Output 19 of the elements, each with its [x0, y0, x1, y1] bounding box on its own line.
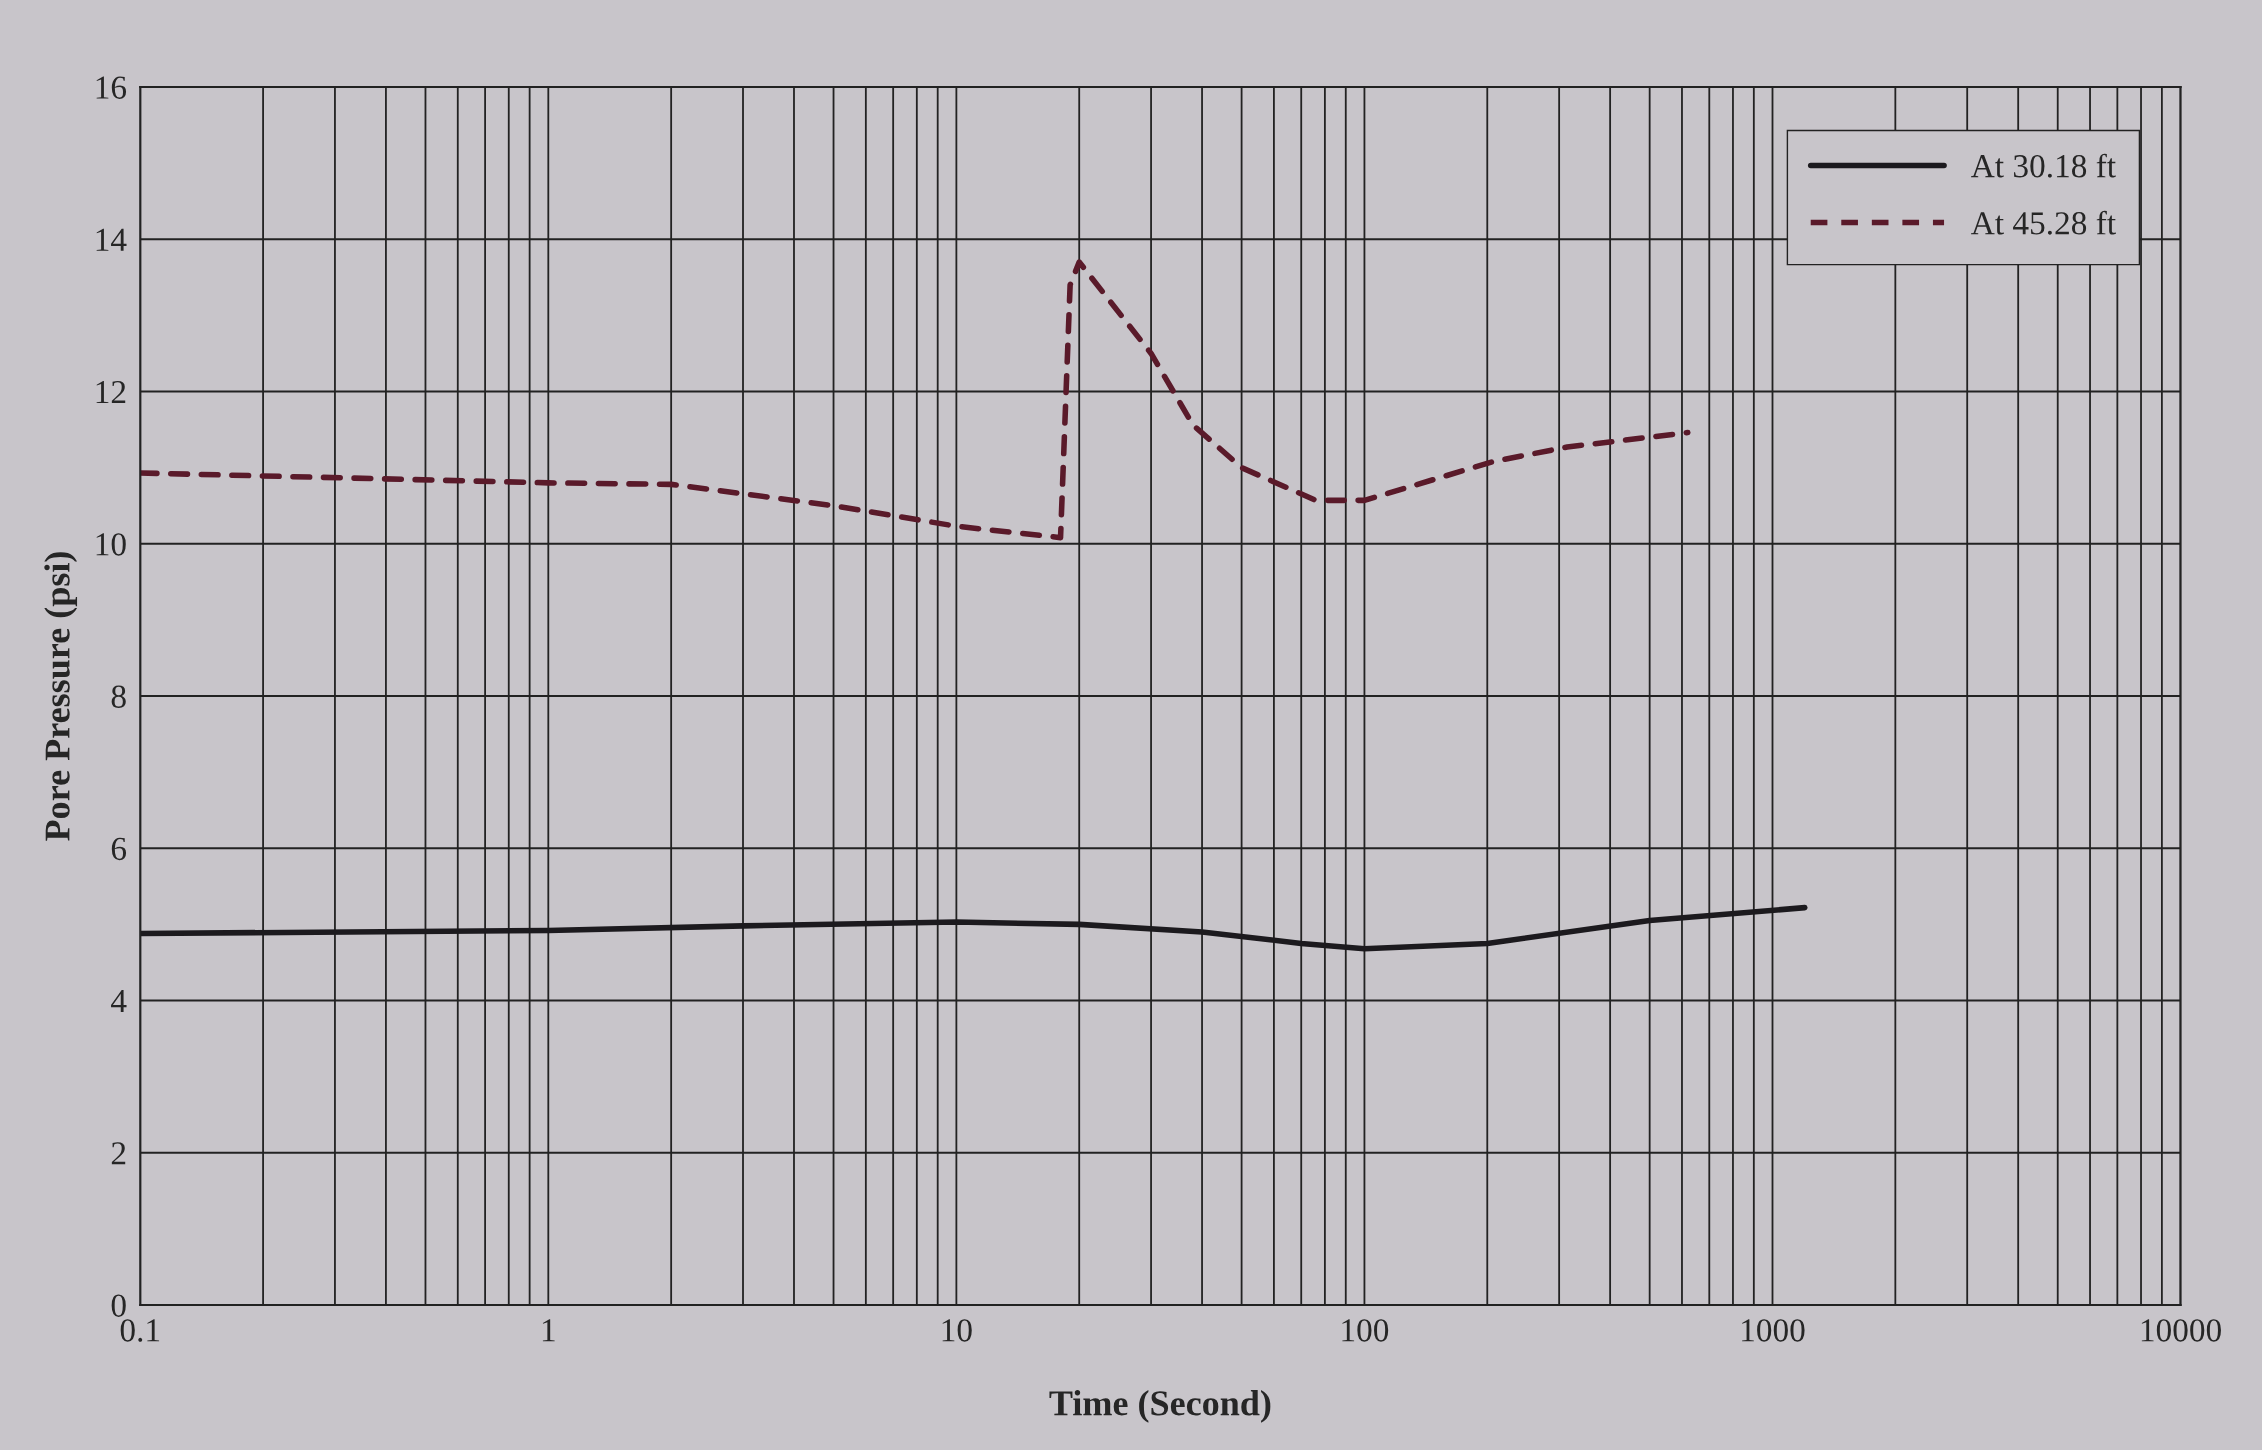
x-axis-title: Time (Second): [1049, 1390, 1271, 1423]
x-tick-label: 1000: [1742, 1319, 1805, 1342]
y-tick-label: 6: [111, 837, 127, 861]
y-tick-label: 12: [96, 380, 126, 404]
y-tick-label: 10: [96, 533, 126, 556]
y-tick-label: 8: [111, 685, 126, 708]
y-tick-label: 0: [111, 1294, 126, 1317]
y-tick-label: 14: [96, 228, 127, 251]
y-tick-label: 4: [111, 990, 127, 1013]
x-tick-label: 10000: [2141, 1319, 2221, 1342]
x-tick-label: 0.1: [120, 1319, 160, 1342]
x-tick-label: 10: [942, 1319, 972, 1342]
y-tick-label: 2: [111, 1142, 126, 1165]
legend-label: At 45.28 ft: [1971, 210, 2116, 235]
y-tick-label: 16: [96, 76, 127, 99]
x-tick-label: 1: [542, 1319, 555, 1342]
legend-label: At 30.18 ft: [1971, 153, 2116, 178]
x-tick-label: 100: [1342, 1319, 1389, 1342]
y-axis-title: Pore Pressure (psi): [44, 552, 78, 841]
